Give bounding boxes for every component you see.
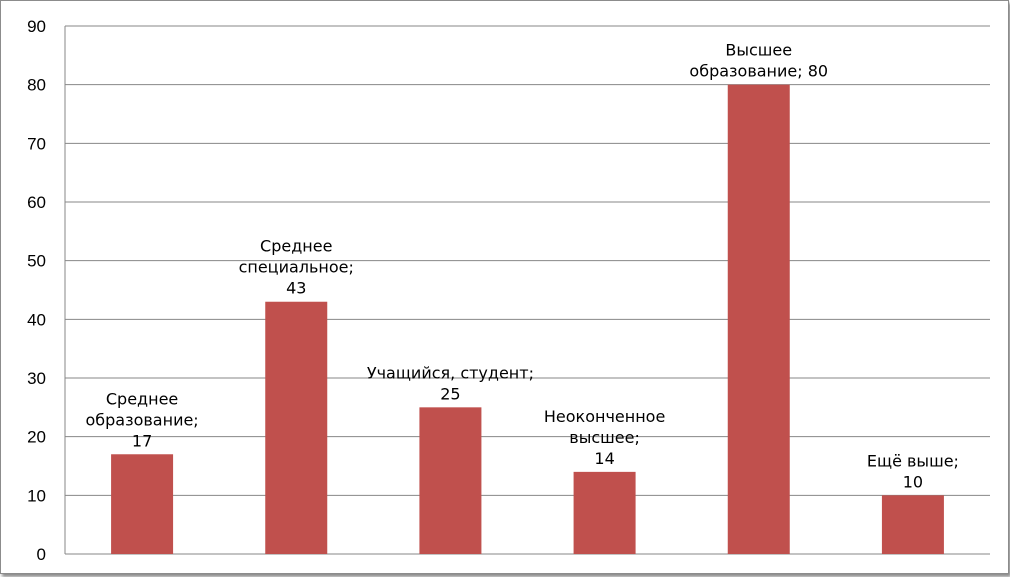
data-label: Среднее xyxy=(260,237,332,256)
bar xyxy=(419,407,482,554)
bar xyxy=(573,471,636,554)
y-tick-label: 10 xyxy=(27,486,46,505)
data-label: Учащийся, студент; xyxy=(367,363,534,382)
y-tick-label: 90 xyxy=(27,17,46,36)
y-tick-label: 40 xyxy=(27,310,46,329)
data-label: 14 xyxy=(594,449,614,468)
y-tick-label: 80 xyxy=(27,76,46,95)
y-tick-label: 70 xyxy=(27,134,46,153)
data-label: специальное; xyxy=(239,258,354,277)
data-label: 25 xyxy=(440,384,460,403)
data-label: 10 xyxy=(903,472,923,491)
data-label: Высшее xyxy=(725,41,792,60)
bar xyxy=(111,454,174,554)
data-label: 17 xyxy=(132,431,152,450)
data-label: Неоконченное xyxy=(544,407,665,426)
bar xyxy=(265,301,328,554)
data-label: Среднее xyxy=(106,389,178,408)
data-label: Ещё выше; xyxy=(867,451,959,470)
data-label: 43 xyxy=(286,279,306,298)
data-label: высшее; xyxy=(569,428,640,447)
bar xyxy=(727,84,790,555)
y-tick-label: 30 xyxy=(27,369,46,388)
bar xyxy=(881,495,944,554)
data-label: образование; 80 xyxy=(689,62,828,81)
data-label: образование; xyxy=(85,410,198,429)
y-tick-label: 20 xyxy=(27,428,46,447)
y-tick-label: 60 xyxy=(27,193,46,212)
y-tick-label: 0 xyxy=(37,545,46,564)
y-tick-label: 50 xyxy=(27,252,46,271)
